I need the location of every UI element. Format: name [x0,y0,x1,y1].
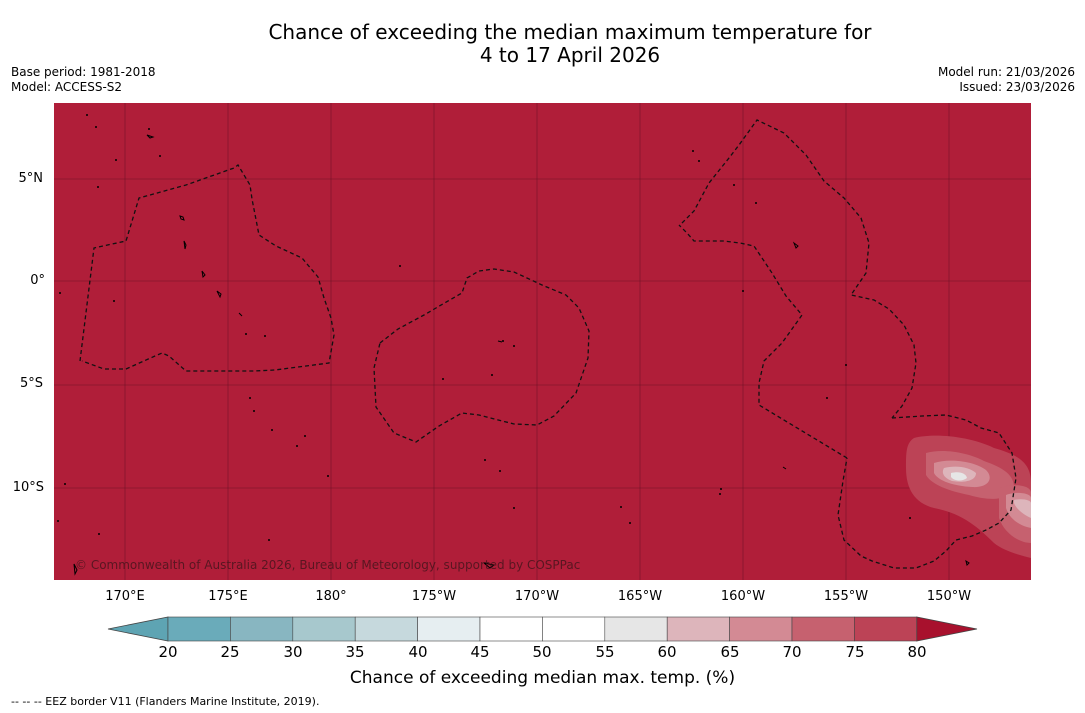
colorbar-under-arrow [107,616,169,642]
colorbar-tick-65: 65 [720,643,740,661]
colorbar-tick-30: 30 [283,643,303,661]
colorbar-segment-20 [167,616,231,642]
colorbar-segment-40 [417,616,481,642]
lon-label-180: 180° [315,589,347,604]
model-run: Model run: 21/03/2026 [937,65,1075,79]
lon-label-160w: 160°W [720,589,766,604]
map-background [54,103,1031,580]
colorbar-segment-30 [292,616,356,642]
lat-label-5n: 5°N [18,171,44,186]
copyright-notice: © Commonwealth of Australia 2026, Bureau… [75,558,581,572]
colorbar-segment-45 [479,616,543,642]
colorbar-segment-75 [854,616,918,642]
colorbar-segment-60 [666,616,730,642]
title-line-2: 4 to 17 April 2026 [479,43,661,67]
colorbar-tick-50: 50 [532,643,552,661]
map-area [54,103,1031,580]
lat-label-10s: 10°S [12,480,44,495]
issued-date: Issued: 23/03/2026 [959,80,1075,94]
colorbar-tick-45: 45 [470,643,490,661]
colorbar-tick-40: 40 [408,643,428,661]
lon-label-170w: 170°W [514,589,560,604]
colorbar-segment-50 [542,616,606,642]
colorbar-over-arrow [916,616,978,642]
meta-right: Model run: 21/03/2026 Issued: 23/03/2026 [938,65,1075,95]
colorbar-segment-70 [791,616,855,642]
lat-label-0: 0° [30,273,45,288]
colorbar-tick-25: 25 [220,643,240,661]
lon-label-165w: 165°W [617,589,663,604]
small-islands [57,114,911,541]
base-period: Base period: 1981-2018 [11,65,156,79]
map-title: Chance of exceeding the median maximum t… [0,21,1085,67]
island-outlines [73,134,970,576]
title-line-1: Chance of exceeding the median maximum t… [268,20,872,44]
colorbar-tick-35: 35 [345,643,365,661]
colorbar [107,615,979,643]
lon-label-155w: 155°W [823,589,869,604]
lon-label-175e: 175°E [208,589,248,604]
colorbar-segment-35 [354,616,418,642]
meta-left: Base period: 1981-2018 Model: ACCESS-S2 [11,65,156,95]
model-name: Model: ACCESS-S2 [11,80,123,94]
colorbar-segment-65 [729,616,793,642]
colorbar-tick-60: 60 [657,643,677,661]
map-svg [54,103,1031,580]
colorbar-tick-80: 80 [907,643,927,661]
low-probability-patch [906,435,1031,558]
eez-footnote: -- -- -- EEZ border V11 (Flanders Marine… [11,695,320,708]
lon-label-170e: 170°E [105,589,145,604]
colorbar-label: Chance of exceeding median max. temp. (%… [349,668,736,688]
colorbar-tick-20: 20 [158,643,178,661]
colorbar-segment-55 [604,616,668,642]
lon-label-150w: 150°W [926,589,972,604]
lat-label-5s: 5°S [19,376,43,391]
colorbar-svg [107,616,978,642]
colorbar-segment-25 [230,616,294,642]
lon-label-175w: 175°W [411,589,457,604]
colorbar-tick-55: 55 [595,643,615,661]
colorbar-tick-75: 75 [845,643,865,661]
colorbar-tick-70: 70 [782,643,802,661]
eez-borders [79,119,1017,569]
